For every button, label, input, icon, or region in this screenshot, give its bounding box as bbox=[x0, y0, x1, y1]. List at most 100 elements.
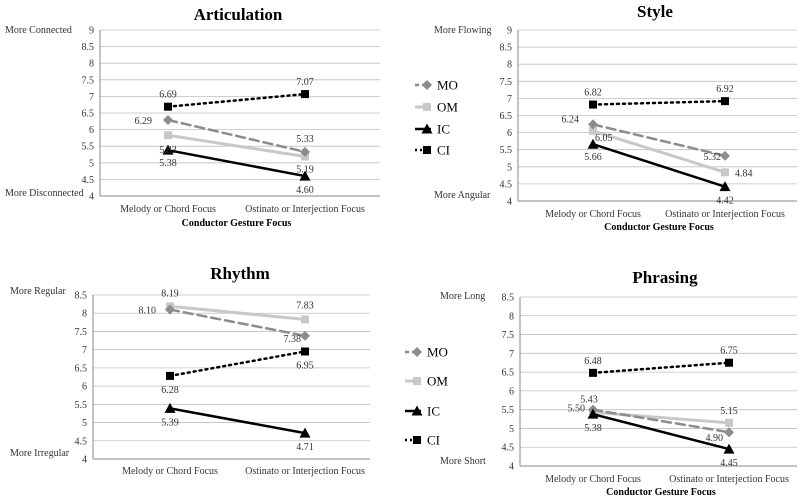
data-label: 6.05 bbox=[595, 133, 613, 144]
series-line-om bbox=[168, 304, 307, 321]
series-ic bbox=[162, 144, 311, 181]
data-point-ci bbox=[589, 368, 597, 377]
legend-top: MO OM IC CI bbox=[415, 78, 458, 158]
series-line-ic bbox=[591, 142, 727, 188]
data-label: 6.69 bbox=[159, 90, 177, 101]
series-line-ci bbox=[591, 361, 731, 375]
chart-panel-rhythm: Rhythm 4 4.5 5 5.5 6 6.5 7 7.5 8 8.5 More Regular Mo… bbox=[10, 264, 370, 477]
data-point-ic bbox=[587, 138, 599, 149]
data-point-ci bbox=[301, 90, 309, 99]
y-tick-label: 5.5 bbox=[500, 145, 513, 156]
x-tick-label: Ostinato or Interjection Focus bbox=[245, 204, 365, 215]
series-ic bbox=[164, 402, 311, 438]
y-tick-label: 7 bbox=[89, 92, 94, 103]
series-line-om bbox=[166, 133, 307, 158]
legend-swatch-marker bbox=[423, 103, 431, 111]
x-tick-label: Melody or Chord Focus bbox=[545, 474, 641, 485]
y-tick-label: 6.5 bbox=[82, 109, 95, 120]
legend-label: CI bbox=[437, 143, 450, 158]
y-tick-label: 5.5 bbox=[82, 142, 95, 153]
x-tick-label: Melody or Chord Focus bbox=[122, 466, 218, 477]
y-anchor-low: More Angular bbox=[434, 190, 491, 201]
y-anchor-high: More Connected bbox=[5, 25, 72, 36]
data-label: 6.48 bbox=[584, 356, 602, 367]
x-axis-title: Conductor Gesture Focus bbox=[182, 218, 292, 229]
chart-title: Articulation bbox=[194, 5, 283, 24]
data-point-ci bbox=[166, 371, 174, 380]
y-tick-label: 5 bbox=[89, 158, 94, 169]
y-tick-label: 6 bbox=[82, 382, 87, 393]
y-anchor-high: More Regular bbox=[10, 286, 66, 297]
y-tick-label: 7.5 bbox=[75, 327, 88, 338]
data-point-mo bbox=[165, 304, 175, 315]
data-label: 5.43 bbox=[580, 394, 598, 405]
y-tick-label: 8 bbox=[89, 59, 94, 70]
data-point-mo bbox=[720, 150, 730, 161]
legend-label: MO bbox=[427, 345, 448, 360]
y-tick-label: 5.5 bbox=[75, 400, 88, 411]
data-point-om bbox=[725, 418, 733, 427]
data-point-om bbox=[164, 131, 172, 140]
series-om bbox=[589, 126, 729, 177]
legend-label: IC bbox=[427, 404, 440, 419]
series-line-ic bbox=[591, 412, 731, 451]
data-point-ic bbox=[587, 408, 599, 419]
legend-swatch-marker bbox=[422, 80, 432, 90]
legend-item-mo: MO bbox=[415, 78, 458, 93]
legend-item-om: OM bbox=[415, 100, 458, 115]
x-tick-label: Ostinato or Interjection Focus bbox=[245, 466, 365, 477]
data-label: 4.45 bbox=[720, 458, 738, 469]
data-point-ic bbox=[162, 144, 174, 155]
y-tick-label: 4.5 bbox=[500, 179, 513, 190]
y-tick-label: 4.5 bbox=[75, 436, 88, 447]
x-tick-label: Ostinato or Interjection Focus bbox=[665, 209, 785, 220]
legend-label: OM bbox=[437, 100, 458, 115]
data-point-om bbox=[589, 126, 597, 135]
series-line-mo bbox=[166, 118, 307, 154]
y-tick-label: 8.5 bbox=[75, 291, 88, 302]
y-tick-label: 8.5 bbox=[82, 42, 95, 53]
series-line-mo bbox=[591, 408, 731, 434]
series-ic bbox=[587, 408, 735, 454]
y-tick-label: 8 bbox=[509, 311, 514, 322]
y-anchor-low: More Irregular bbox=[10, 448, 70, 459]
data-label: 7.83 bbox=[296, 300, 314, 311]
data-label: 4.60 bbox=[296, 185, 314, 196]
data-label: 5.15 bbox=[720, 406, 738, 417]
data-point-mo bbox=[300, 146, 310, 157]
data-point-mo bbox=[724, 427, 734, 438]
y-tick-label: 4.5 bbox=[82, 175, 95, 186]
legend-swatch-marker bbox=[413, 377, 421, 385]
data-label: 8.10 bbox=[139, 306, 157, 317]
legend-swatch-marker bbox=[423, 146, 431, 154]
x-tick-label: Ostinato or Interjection Focus bbox=[669, 474, 789, 485]
data-label: 8.19 bbox=[161, 288, 179, 299]
data-label: 5.50 bbox=[568, 404, 586, 415]
series-ci bbox=[164, 90, 309, 111]
y-tick-label: 4.5 bbox=[502, 443, 515, 454]
series-line-om bbox=[591, 129, 727, 174]
y-tick-label: 8.5 bbox=[502, 293, 515, 304]
data-point-mo bbox=[163, 114, 173, 125]
x-tick-label: Melody or Chord Focus bbox=[120, 204, 216, 215]
y-tick-label: 6.5 bbox=[500, 111, 513, 122]
x-tick-label: Melody or Chord Focus bbox=[545, 209, 641, 220]
y-anchor-high: More Long bbox=[440, 291, 485, 302]
series-ci bbox=[589, 358, 733, 377]
series-mo bbox=[165, 304, 310, 341]
legend-swatch-marker bbox=[411, 405, 423, 416]
chart-panel-style: Style 4 4.5 5 5.5 6 6.5 7 7.5 8 8.5 9 More Flowing Mo… bbox=[434, 2, 797, 233]
data-point-ic bbox=[299, 170, 311, 181]
y-anchor-high: More Flowing bbox=[434, 25, 492, 36]
data-label: 6.92 bbox=[716, 84, 734, 95]
data-label: 6.75 bbox=[720, 346, 738, 357]
data-label: 5.39 bbox=[161, 417, 179, 428]
data-point-ci bbox=[301, 347, 309, 356]
data-point-om bbox=[721, 168, 729, 177]
data-label: 4.71 bbox=[296, 442, 314, 453]
y-tick-label: 8 bbox=[507, 60, 512, 71]
data-label: 6.24 bbox=[562, 114, 580, 125]
data-point-ci bbox=[725, 358, 733, 367]
series-mo bbox=[588, 119, 730, 161]
data-label: 5.66 bbox=[584, 152, 602, 163]
